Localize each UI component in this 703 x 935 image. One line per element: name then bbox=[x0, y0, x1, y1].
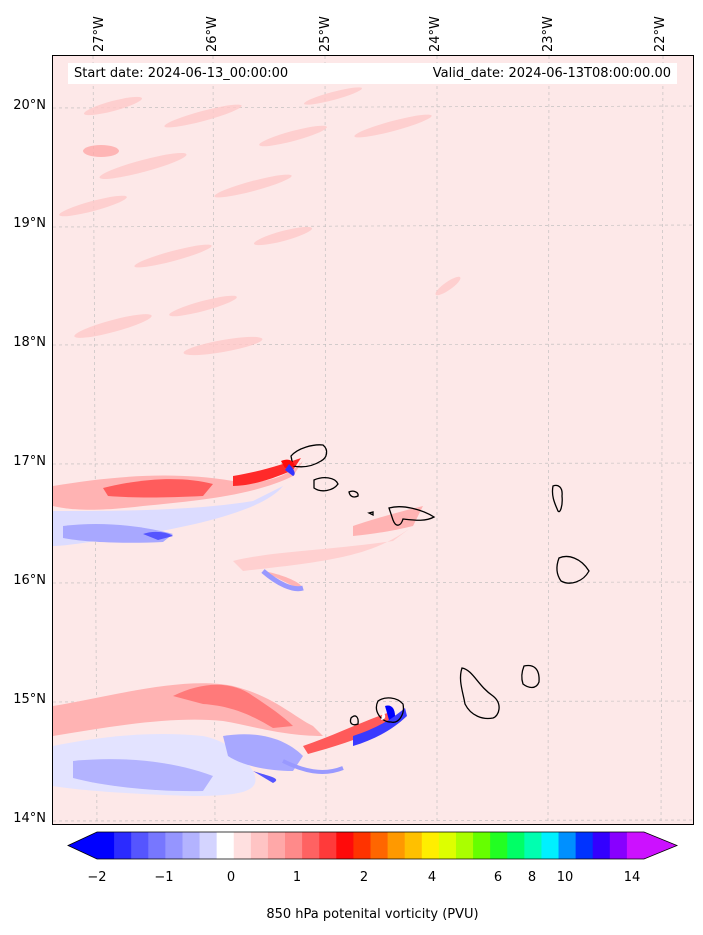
colorbar-swatch bbox=[558, 832, 577, 859]
colorbar-tick-label: 2 bbox=[359, 870, 369, 885]
island-dipoles bbox=[281, 459, 395, 720]
colorbar-swatch bbox=[267, 832, 286, 859]
lat-label: 19°N bbox=[13, 216, 46, 231]
colorbar-swatch bbox=[438, 832, 457, 859]
colorbar-swatch bbox=[131, 832, 149, 859]
start-date-label: Start date: 2024-06-13_00:00:00 bbox=[74, 66, 289, 81]
colorbar-swatch bbox=[490, 832, 508, 859]
lat-label: 17°N bbox=[13, 454, 46, 469]
band-south bbox=[53, 683, 407, 796]
colorbar-swatch bbox=[302, 832, 320, 859]
colorbar-swatch bbox=[609, 832, 628, 859]
colorbar-swatch bbox=[626, 832, 645, 859]
lat-label: 15°N bbox=[13, 692, 46, 707]
colorbar-swatch bbox=[387, 832, 406, 859]
colorbar-outline bbox=[67, 831, 679, 860]
map-panel bbox=[52, 55, 694, 825]
lat-label: 20°N bbox=[13, 98, 46, 113]
colorbar-swatch bbox=[336, 832, 354, 859]
gridlines bbox=[53, 56, 693, 824]
colorbar-swatch bbox=[233, 832, 252, 859]
colorbar-swatch bbox=[404, 832, 423, 859]
colorbar-swatch bbox=[285, 832, 303, 859]
colorbar-tick-label: 8 bbox=[527, 870, 537, 885]
north-streaks bbox=[59, 87, 461, 356]
colorbar-swatch bbox=[165, 832, 183, 859]
band-north bbox=[53, 458, 423, 592]
colorbar-tick-label: −2 bbox=[87, 870, 107, 885]
colorbar-swatch bbox=[216, 832, 235, 859]
colorbar-tick-label: 0 bbox=[226, 870, 236, 885]
lat-label: 14°N bbox=[13, 811, 46, 826]
colorbar-tick-label: −1 bbox=[154, 870, 174, 885]
colorbar-swatch bbox=[353, 832, 371, 859]
colorbar-swatch bbox=[592, 832, 611, 859]
colorbar-swatch bbox=[541, 832, 560, 859]
colorbar-swatch bbox=[473, 832, 491, 859]
vorticity-field bbox=[53, 56, 693, 824]
colorbar-tick-label: 14 bbox=[623, 870, 641, 885]
colorbar-swatch bbox=[370, 832, 389, 859]
valid-date-label: Valid_date: 2024-06-13T08:00:00.00 bbox=[432, 66, 671, 81]
colorbar-swatch bbox=[182, 832, 201, 859]
colorbar-swatch bbox=[507, 832, 525, 859]
colorbar-tick-label: 10 bbox=[556, 870, 574, 885]
colorbar-tick-label: 4 bbox=[427, 870, 437, 885]
colorbar-swatch bbox=[319, 832, 337, 859]
date-banner bbox=[68, 63, 677, 84]
colorbar-tick-label: 6 bbox=[493, 870, 503, 885]
colorbar-swatch bbox=[421, 832, 440, 859]
island-outlines bbox=[290, 444, 590, 726]
colorbar-title: 850 hPa potenital vorticity (PVU) bbox=[266, 907, 479, 922]
colorbar-swatch bbox=[524, 832, 542, 859]
colorbar-swatch bbox=[199, 832, 218, 859]
lat-label: 16°N bbox=[13, 573, 46, 588]
colorbar-swatch bbox=[250, 832, 269, 859]
colorbar-tick-label: 1 bbox=[292, 870, 302, 885]
colorbar-swatch bbox=[455, 832, 474, 859]
colorbar-swatch bbox=[148, 832, 166, 859]
colorbar-swatch bbox=[114, 832, 132, 859]
lat-label: 18°N bbox=[13, 335, 46, 350]
colorbar-extend-max bbox=[644, 832, 677, 859]
colorbar-swatch bbox=[97, 832, 115, 859]
colorbar-extend-min bbox=[68, 832, 97, 859]
colorbar-swatch bbox=[575, 832, 594, 859]
